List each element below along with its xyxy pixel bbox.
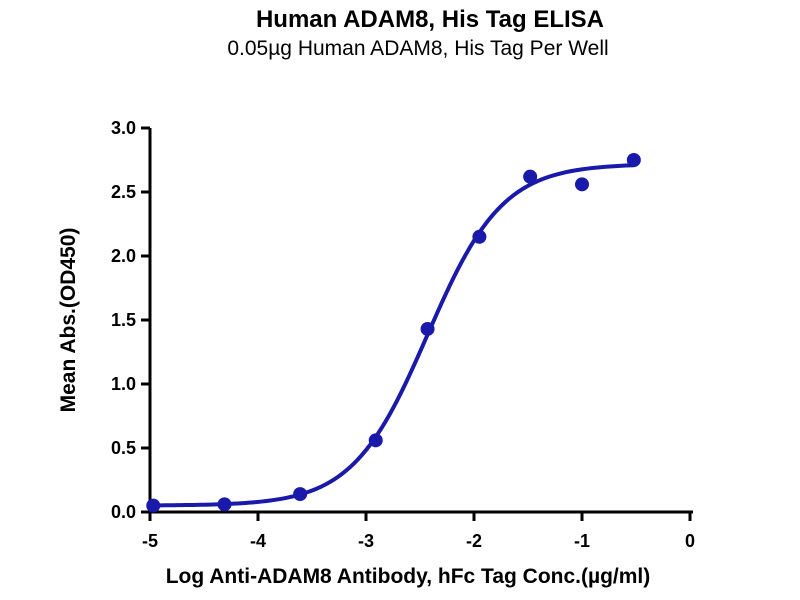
chart-title: Human ADAM8, His Tag ELISA	[256, 6, 604, 33]
x-tick-label: -4	[250, 531, 266, 551]
x-tick-label: -1	[574, 531, 590, 551]
y-axis-label: Mean Abs.(OD450)	[57, 228, 80, 413]
y-tick-label: 0.0	[111, 502, 136, 522]
data-point	[626, 153, 641, 167]
chart-subtitle: 0.05µg Human ADAM8, His Tag Per Well	[227, 37, 608, 60]
x-axis-label: Log Anti-ADAM8 Antibody, hFc Tag Conc.(µ…	[166, 565, 651, 588]
axis-spine	[148, 128, 693, 514]
x-tick-label: -2	[466, 531, 482, 551]
data-point	[293, 487, 308, 502]
axes	[148, 128, 693, 514]
x-tick-label: -3	[358, 531, 374, 551]
y-tick-label: 2.0	[111, 246, 136, 266]
data-point	[575, 177, 589, 192]
y-tick-label: 2.5	[111, 182, 136, 202]
y-tick-label: 1.5	[111, 310, 136, 330]
tick-marks	[141, 126, 692, 521]
fit-curve-layer	[151, 163, 636, 508]
data-point	[523, 169, 538, 184]
data-point	[420, 321, 435, 336]
data-point	[217, 497, 232, 512]
x-tick-label: -5	[142, 531, 158, 551]
fit-curve	[151, 163, 636, 508]
tick-labels: 0.0 0.5 1.0 1.5 2.0 2.5 3.0 -5 -4 -3 -2 -1 0	[111, 118, 695, 551]
data-points-layer	[146, 153, 641, 513]
data-point	[146, 498, 161, 513]
y-tick-label: 0.5	[111, 438, 136, 458]
data-point	[368, 433, 383, 448]
y-tick-label: 1.0	[111, 374, 136, 394]
data-point	[472, 229, 487, 244]
y-tick-label: 3.0	[111, 118, 136, 138]
x-tick-label: 0	[685, 531, 695, 551]
